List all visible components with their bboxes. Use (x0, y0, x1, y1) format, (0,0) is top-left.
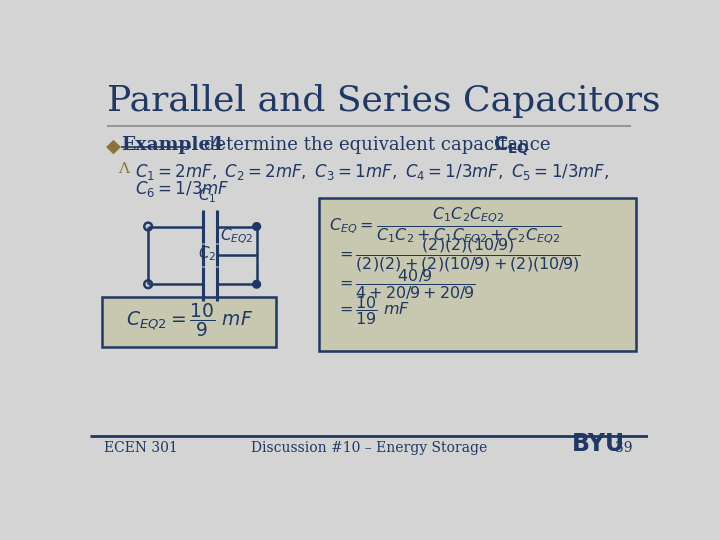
Text: $C_1$: $C_1$ (198, 186, 216, 205)
Circle shape (253, 280, 261, 288)
Text: ECEN 301: ECEN 301 (104, 441, 178, 455)
FancyBboxPatch shape (102, 296, 276, 347)
Text: BYU: BYU (572, 431, 625, 456)
Text: $C_{EQ2} = \dfrac{10}{9}\ mF$: $C_{EQ2} = \dfrac{10}{9}\ mF$ (125, 301, 253, 339)
Text: $C_{EQ} = \dfrac{C_1 C_2 C_{EQ2}}{C_1 C_2 + C_1 C_{EQ2} + C_2 C_{EQ2}}$: $C_{EQ} = \dfrac{C_1 C_2 C_{EQ2}}{C_1 C_… (329, 206, 562, 246)
Text: $C_{EQ2}$: $C_{EQ2}$ (220, 226, 253, 246)
Text: $= \dfrac{40/9}{4+20/9+20/9}$: $= \dfrac{40/9}{4+20/9+20/9}$ (336, 267, 476, 301)
Text: $C_6 = 1/3mF$: $C_6 = 1/3mF$ (135, 179, 230, 199)
Text: $= \dfrac{(2)(2)(10/9)}{(2)(2)+(2)(10/9)+(2)(10/9)}$: $= \dfrac{(2)(2)(10/9)}{(2)(2)+(2)(10/9)… (336, 236, 581, 274)
Text: $= \dfrac{10}{19}\ mF$: $= \dfrac{10}{19}\ mF$ (336, 294, 410, 327)
FancyBboxPatch shape (320, 198, 636, 351)
Text: 39: 39 (615, 441, 632, 455)
Text: $\mathbf{C_{EQ}}$: $\mathbf{C_{EQ}}$ (493, 135, 530, 158)
Text: $C_1 = 2mF,\ C_2 = 2mF,\ C_3 = 1mF,\ C_4 = 1/3mF,\ C_5 = 1/3mF,$: $C_1 = 2mF,\ C_2 = 2mF,\ C_3 = 1mF,\ C_4… (135, 162, 609, 182)
Text: Discussion #10 – Energy Storage: Discussion #10 – Energy Storage (251, 441, 487, 455)
Text: Parallel and Series Capacitors: Parallel and Series Capacitors (107, 84, 660, 118)
Text: Example4: Example4 (121, 137, 223, 154)
Text: Λ: Λ (118, 162, 129, 176)
Circle shape (253, 222, 261, 231)
Text: : determine the equivalent capacitance: : determine the equivalent capacitance (192, 137, 557, 154)
Text: $C_2$: $C_2$ (198, 244, 216, 262)
Text: ◆: ◆ (106, 137, 120, 156)
